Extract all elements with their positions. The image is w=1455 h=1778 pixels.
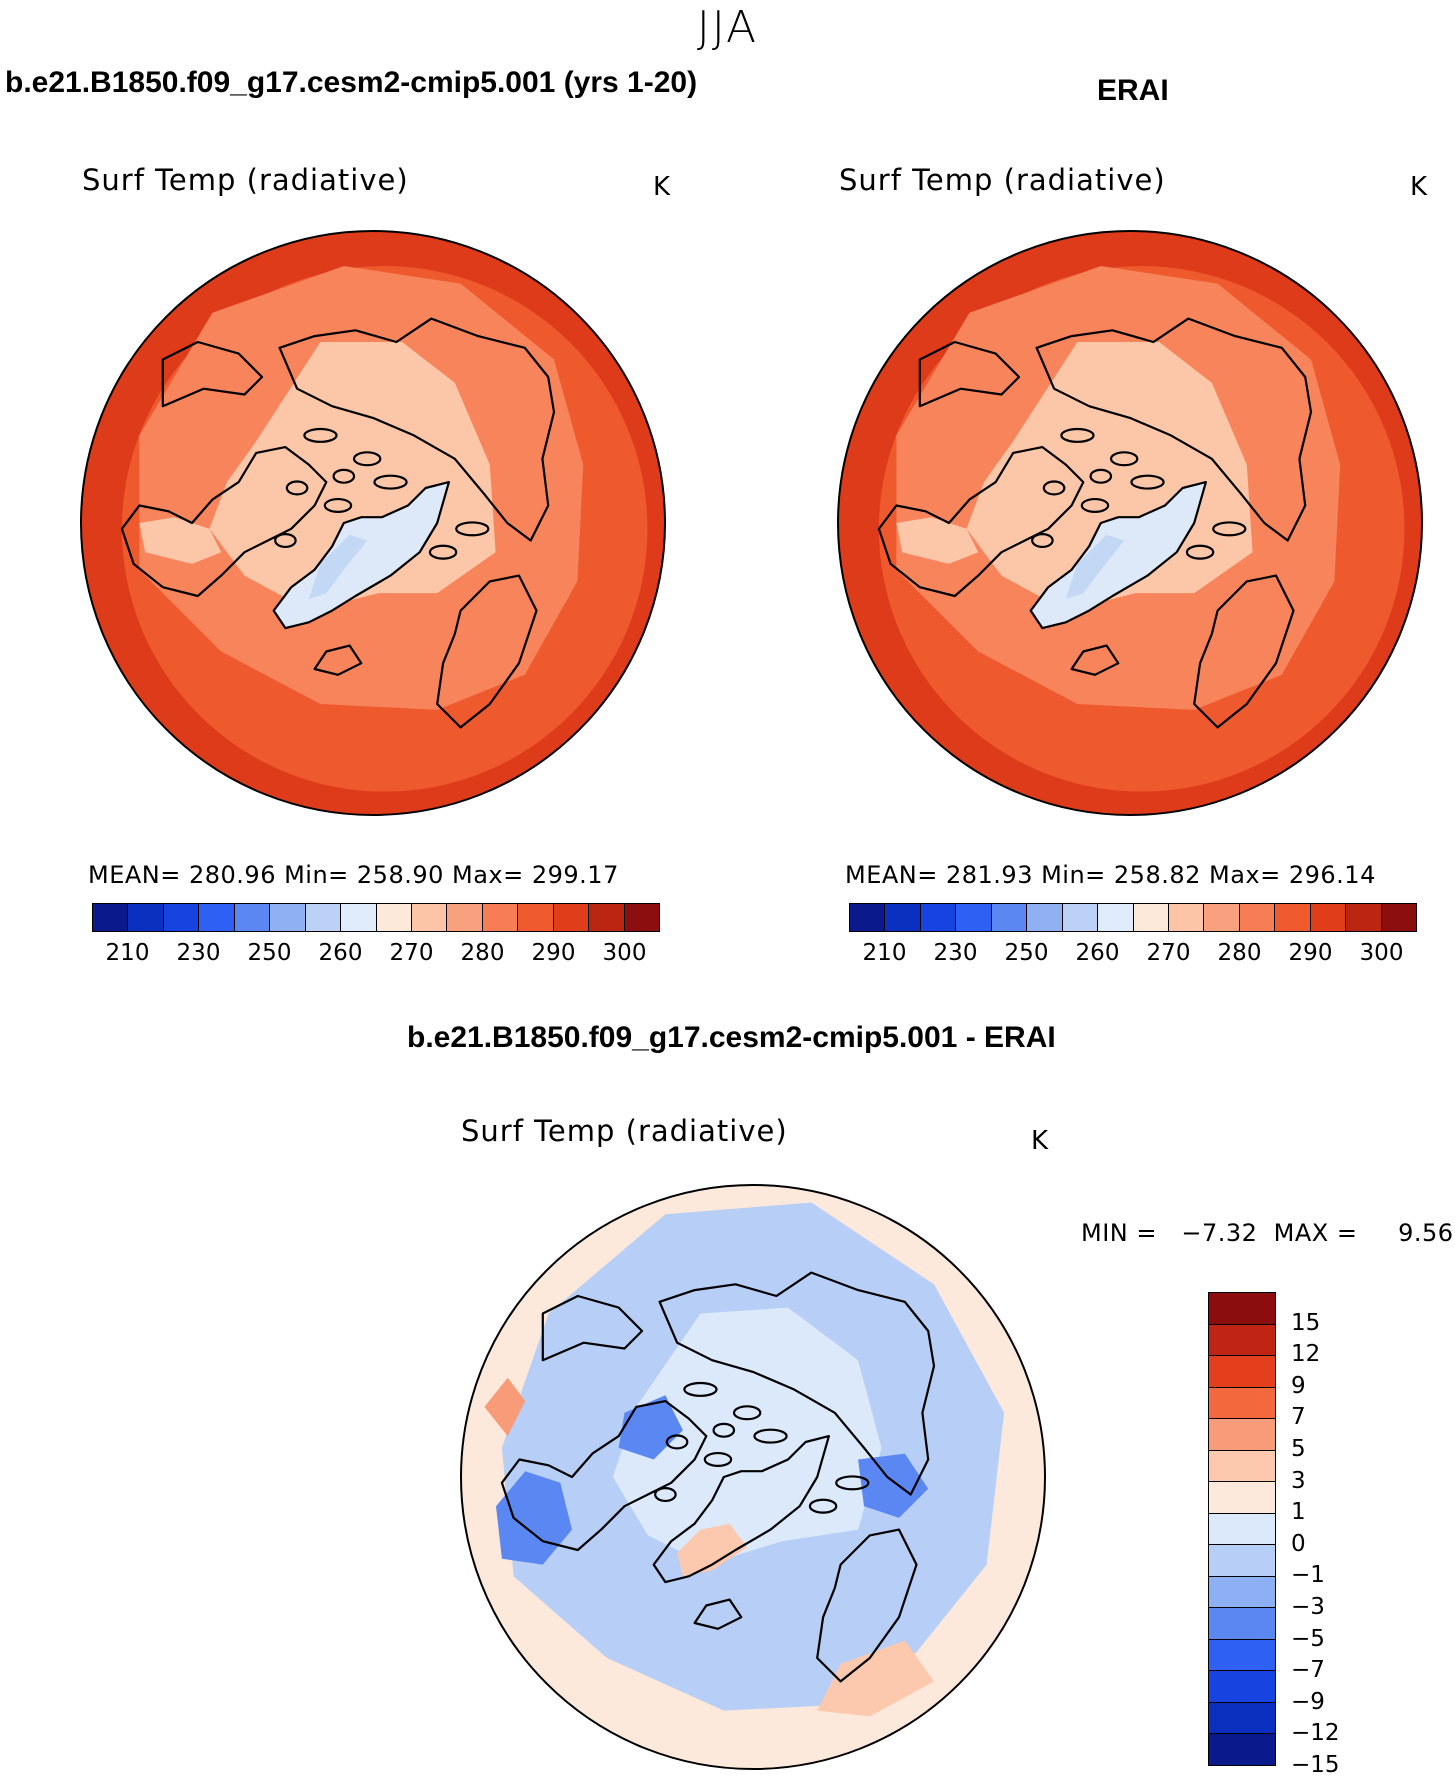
colorbar-swatch (93, 904, 129, 931)
model-colorbar (92, 903, 660, 932)
colorbar-tick-label: 230 (933, 940, 978, 966)
season-title: JJA (696, 2, 759, 53)
colorbar-swatch (956, 904, 992, 931)
colorbar-swatch (1209, 1639, 1275, 1672)
colorbar-swatch (1209, 1324, 1275, 1357)
obs-variable-label: Surf Temp (radiative) (839, 163, 1166, 197)
colorbar-swatch (163, 904, 200, 931)
obs-panel-title: ERAI (1097, 74, 1169, 107)
colorbar-tick-label: −15 (1291, 1752, 1340, 1778)
colorbar-swatch (553, 904, 590, 931)
colorbar-swatch (1239, 904, 1276, 931)
colorbar-tick-label: 290 (1288, 940, 1333, 966)
colorbar-swatch (1209, 1293, 1275, 1325)
colorbar-swatch (920, 904, 957, 931)
colorbar-swatch (1209, 1482, 1275, 1514)
colorbar-tick-label: 270 (1146, 940, 1191, 966)
colorbar-swatch (1381, 904, 1416, 931)
colorbar-swatch (1209, 1576, 1275, 1609)
colorbar-tick-label: −3 (1291, 1594, 1325, 1620)
colorbar-swatch (991, 904, 1028, 931)
colorbar-swatch (1346, 904, 1382, 931)
colorbar-tick-label: 280 (460, 940, 505, 966)
colorbar-tick-label: 1 (1291, 1499, 1306, 1526)
colorbar-swatch (1062, 904, 1099, 931)
colorbar-swatch (1209, 1387, 1275, 1420)
colorbar-swatch (199, 904, 235, 931)
colorbar-swatch (1209, 1419, 1275, 1451)
colorbar-swatch (411, 904, 448, 931)
diff-variable-label: Surf Temp (radiative) (461, 1114, 788, 1148)
colorbar-tick-label: −7 (1291, 1657, 1325, 1684)
model-variable-label: Surf Temp (radiative) (82, 163, 409, 197)
colorbar-tick-label: 12 (1291, 1341, 1321, 1368)
colorbar-swatch (128, 904, 164, 931)
colorbar-swatch (305, 904, 342, 931)
colorbar-swatch (1209, 1545, 1275, 1577)
colorbar-swatch (1098, 904, 1134, 931)
colorbar-tick-label: 260 (1075, 940, 1120, 966)
colorbar-swatch (1209, 1356, 1275, 1388)
colorbar-swatch (1209, 1702, 1275, 1735)
colorbar-tick-label: 280 (1217, 940, 1262, 966)
colorbar-swatch (1209, 1671, 1275, 1703)
colorbar-tick-label: 250 (1004, 940, 1049, 966)
colorbar-swatch (341, 904, 377, 931)
colorbar-swatch (1310, 904, 1347, 931)
colorbar-swatch (1209, 1734, 1275, 1765)
colorbar-tick-label: 210 (862, 940, 907, 966)
colorbar-tick-label: 290 (531, 940, 576, 966)
colorbar-tick-label: 5 (1291, 1436, 1306, 1462)
colorbar-swatch (447, 904, 483, 931)
colorbar-swatch (234, 904, 271, 931)
model-unit-label: K (653, 172, 671, 202)
colorbar-tick-label: −5 (1291, 1625, 1325, 1652)
model-panel-title: b.e21.B1850.f09_g17.cesm2-cmip5.001 (yrs… (5, 66, 698, 99)
model-stats: MEAN= 280.96 Min= 258.90 Max= 299.17 (88, 861, 619, 889)
colorbar-swatch (482, 904, 519, 931)
colorbar-swatch (1204, 904, 1240, 931)
diff-unit-label: K (1031, 1126, 1049, 1156)
colorbar-tick-label: −12 (1291, 1720, 1340, 1747)
colorbar-tick-label: −1 (1291, 1562, 1325, 1589)
colorbar-tick-label: 230 (176, 940, 221, 966)
colorbar-tick-label: 9 (1291, 1372, 1306, 1399)
colorbar-tick-label: 15 (1291, 1309, 1321, 1336)
obs-stats: MEAN= 281.93 Min= 258.82 Max= 296.14 (845, 861, 1376, 889)
colorbar-tick-label: 260 (318, 940, 363, 966)
obs-colorbar (849, 903, 1417, 932)
colorbar-swatch (1275, 904, 1311, 931)
colorbar-tick-label: −9 (1291, 1688, 1325, 1715)
colorbar-tick-label: 250 (247, 940, 292, 966)
colorbar-tick-label: 210 (105, 940, 150, 966)
colorbar-swatch (589, 904, 625, 931)
colorbar-swatch (624, 904, 659, 931)
obs-unit-label: K (1410, 172, 1428, 202)
colorbar-swatch (1209, 1450, 1275, 1483)
colorbar-swatch (1209, 1608, 1275, 1640)
colorbar-swatch (1168, 904, 1205, 931)
colorbar-tick-label: 3 (1291, 1467, 1306, 1494)
diff-panel-title: b.e21.B1850.f09_g17.cesm2-cmip5.001 - ER… (407, 1021, 1056, 1054)
colorbar-swatch (376, 904, 412, 931)
colorbar-swatch (850, 904, 886, 931)
colorbar-swatch (1133, 904, 1169, 931)
colorbar-tick-label: 270 (389, 940, 434, 966)
diff-colorbar (1208, 1292, 1276, 1766)
colorbar-swatch (885, 904, 921, 931)
colorbar-tick-label: 7 (1291, 1404, 1306, 1431)
colorbar-tick-label: 300 (602, 940, 647, 966)
colorbar-swatch (1209, 1513, 1275, 1546)
colorbar-swatch (1027, 904, 1063, 931)
colorbar-tick-label: 300 (1359, 940, 1404, 966)
diff-minmax: MIN = −7.32 MAX = 9.56 (1081, 1219, 1454, 1247)
colorbar-swatch (270, 904, 306, 931)
colorbar-tick-label: 0 (1291, 1530, 1306, 1557)
colorbar-swatch (518, 904, 554, 931)
